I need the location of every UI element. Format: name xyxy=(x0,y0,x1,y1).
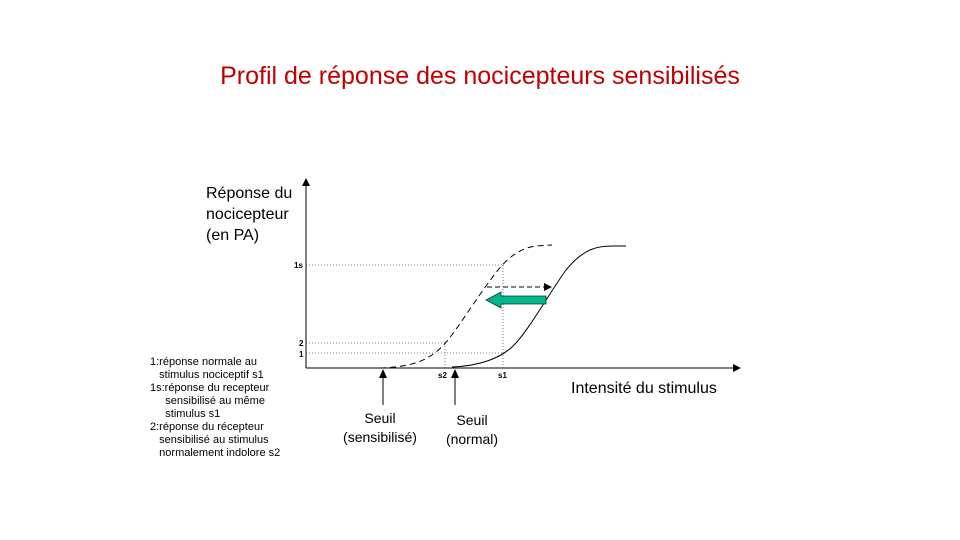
x-axis-arrowhead xyxy=(733,364,741,372)
threshold-sensitized-arrowhead xyxy=(379,369,387,378)
dashed-right-arrowhead xyxy=(544,283,552,291)
normal-response-curve xyxy=(451,245,626,368)
threshold-normal-label: Seuil (normal) xyxy=(445,412,499,447)
legend-line: sensibilisé au même xyxy=(150,395,265,407)
legend-line: sensibilisé au stimulus xyxy=(150,434,269,446)
legend: 1:réponse normale au stimulus nociceptif… xyxy=(150,356,320,460)
green-shift-arrow xyxy=(485,291,547,309)
x-axis-label: Intensité du stimulus xyxy=(571,380,717,397)
slide-title: Profil de réponse des nocicepteurs sensi… xyxy=(220,62,740,90)
threshold-normal-arrowhead xyxy=(451,369,459,378)
legend-line: 1:réponse normale au xyxy=(150,356,258,368)
y-axis-label: Réponse du nocicepteur (en PA) xyxy=(206,185,293,244)
sensitized-response-curve xyxy=(379,244,553,369)
x-tick-s1: s1 xyxy=(498,371,507,380)
y-tick-1: 1 xyxy=(299,350,304,359)
y-tick-1s: 1s xyxy=(294,261,303,270)
legend-line: stimulus nociceptif s1 xyxy=(150,369,264,381)
legend-line: stimulus s1 xyxy=(150,408,221,420)
x-tick-s2: s2 xyxy=(438,371,447,380)
y-axis-arrowhead xyxy=(302,178,310,186)
y-tick-2: 2 xyxy=(299,339,304,348)
legend-line: 1s:réponse du recepteur xyxy=(150,382,270,394)
legend-line: normalement indolore s2 xyxy=(150,447,281,459)
threshold-sensitized-label: Seuil (sensibilisé) xyxy=(343,410,417,445)
legend-line: 2:réponse du récepteur xyxy=(150,421,264,433)
